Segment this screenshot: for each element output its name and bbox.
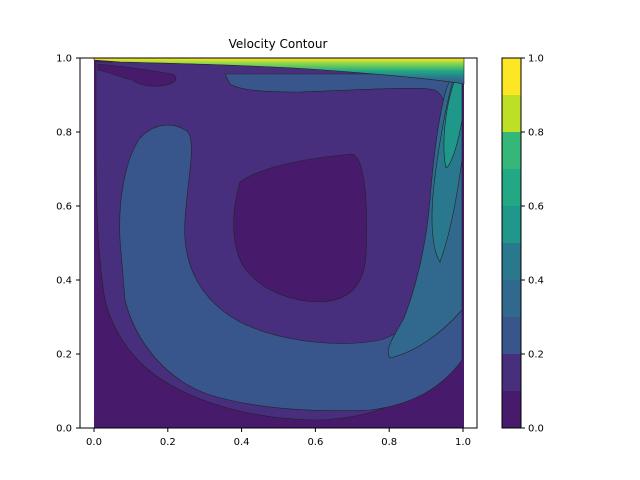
y-axis: 0.0 0.2 0.4 0.6 0.8 1.0 (56, 54, 80, 435)
y-tick-label: 1.0 (56, 54, 72, 65)
colorbar-band (502, 280, 521, 317)
contour-fills (93, 58, 465, 428)
axes-frame (79, 57, 478, 429)
plot-area: 0.0 0.2 0.4 0.6 0.8 1.0 0.0 0.2 0.4 0.6 0.8 1.0 (56, 54, 478, 448)
colorbar-band (502, 132, 521, 169)
colorbar-tick-label: 1.0 (528, 54, 544, 65)
x-tick-label: 0.4 (234, 437, 250, 448)
y-tick-label: 0.4 (56, 276, 72, 287)
colorbar-frame (501, 57, 522, 429)
colorbar-band (502, 354, 521, 391)
colorbar-band (502, 58, 521, 95)
colorbar: 0.0 0.2 0.4 0.6 0.8 1.0 (501, 54, 544, 435)
colorbar-band (502, 317, 521, 354)
x-tick-label: 0.0 (86, 437, 102, 448)
contour-lid-layer (93, 58, 465, 85)
colorbar-band (502, 169, 521, 206)
contour-core (233, 153, 367, 303)
colorbar-band (502, 391, 521, 428)
chart-title: Velocity Contour (229, 37, 328, 51)
y-tick-label: 0.6 (56, 202, 72, 213)
colorbar-bands (502, 58, 521, 428)
colorbar-tick-label: 0.0 (528, 424, 544, 435)
colorbar-tick-label: 0.8 (528, 128, 544, 139)
contour-top-left-spot (97, 63, 177, 87)
colorbar-band (502, 95, 521, 132)
x-tick-label: 1.0 (455, 437, 471, 448)
colorbar-tick-label: 0.2 (528, 350, 544, 361)
x-axis: 0.0 0.2 0.4 0.6 0.8 1.0 (86, 428, 471, 448)
colorbar-ticks: 0.0 0.2 0.4 0.6 0.8 1.0 (521, 54, 544, 435)
x-tick-label: 0.6 (307, 437, 323, 448)
y-tick-label: 0.8 (56, 128, 72, 139)
x-tick-label: 0.8 (381, 437, 397, 448)
colorbar-tick-label: 0.4 (528, 276, 544, 287)
colorbar-band (502, 243, 521, 280)
colorbar-tick-label: 0.6 (528, 202, 544, 213)
y-tick-label: 0.0 (56, 424, 72, 435)
colorbar-band (502, 206, 521, 243)
y-tick-label: 0.2 (56, 350, 72, 361)
x-tick-label: 0.2 (160, 437, 176, 448)
